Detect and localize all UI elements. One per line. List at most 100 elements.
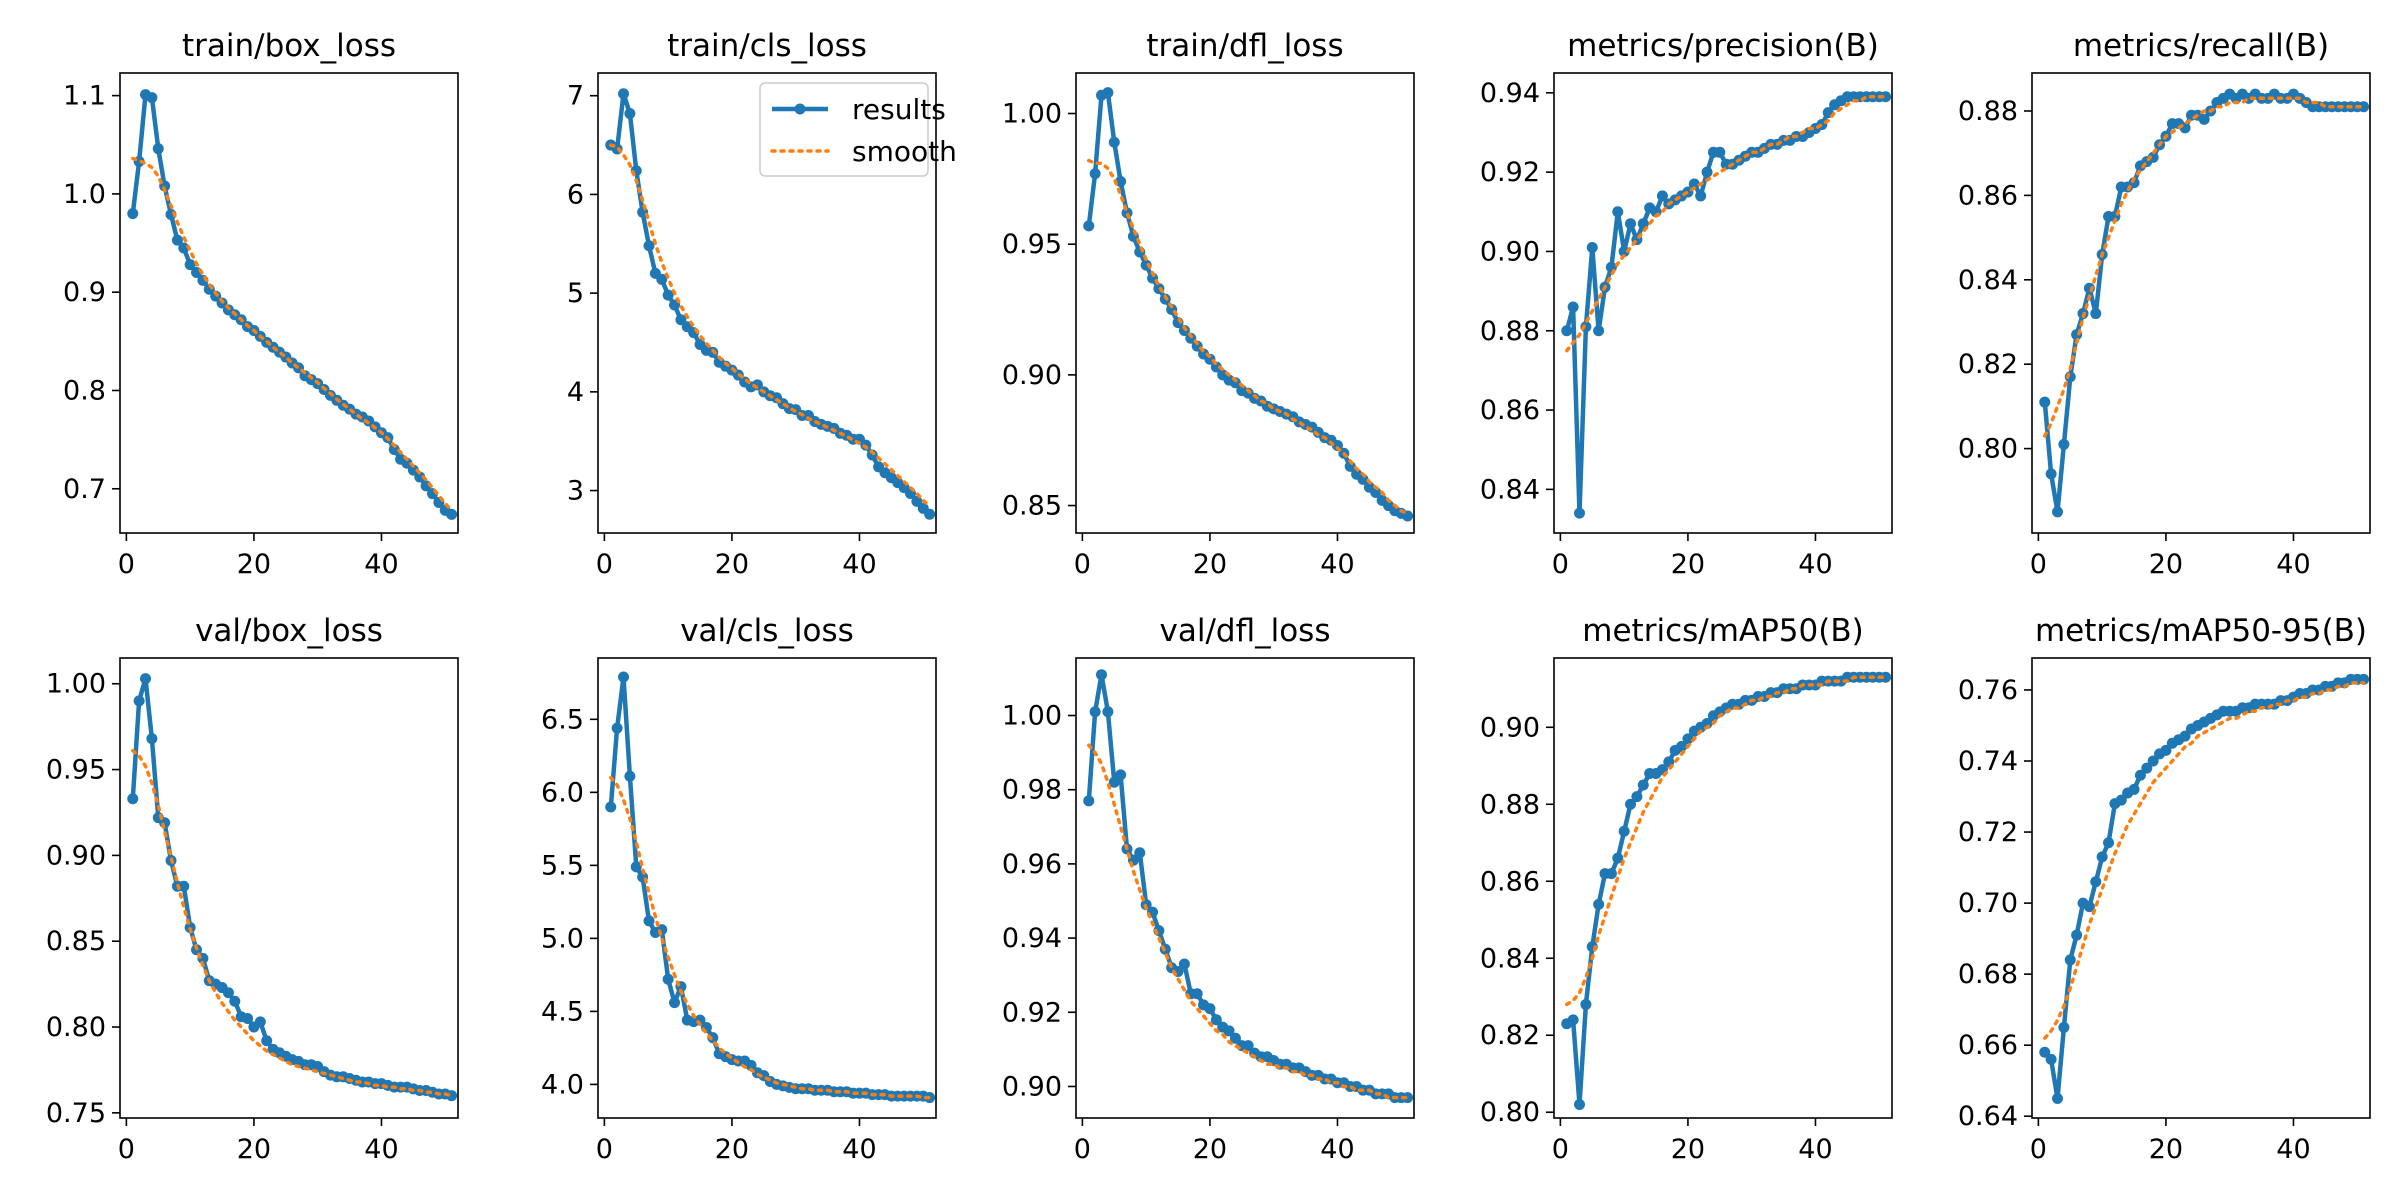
results-point	[2358, 101, 2370, 113]
results-point	[254, 1016, 266, 1028]
series-line-smooth	[1565, 675, 1888, 1007]
results-point	[1625, 798, 1637, 810]
series-line-results	[2042, 91, 2364, 515]
results-point	[1593, 898, 1605, 910]
results-point	[605, 801, 617, 813]
results-point	[2141, 762, 2153, 774]
results-point	[611, 722, 623, 734]
y-tick-label: 0.68	[1958, 959, 2018, 990]
results-markers	[605, 671, 936, 1104]
results-point	[1880, 671, 1892, 683]
results-point	[1089, 706, 1101, 718]
x-tick-label: 0	[1552, 549, 1569, 580]
results-point	[242, 1012, 254, 1024]
panel-title: train/cls_loss	[667, 28, 867, 64]
y-tick-label: 0.85	[46, 926, 106, 957]
results-point	[1695, 190, 1707, 202]
results-point	[924, 508, 936, 520]
results-point	[2090, 308, 2102, 320]
x-tick-label: 40	[364, 1134, 398, 1165]
y-tick-label: 0.90	[1002, 360, 1062, 391]
legend-marker-results	[794, 103, 806, 115]
results-point	[1102, 706, 1114, 718]
results-point	[171, 234, 183, 246]
results-point	[2039, 1046, 2051, 1058]
results-point	[1676, 741, 1688, 753]
plot-frame	[597, 657, 937, 1119]
results-point	[911, 495, 923, 507]
results-point	[229, 995, 241, 1007]
panel-title: metrics/precision(B)	[1567, 28, 1879, 64]
y-tick-label: 0.86	[1958, 180, 2018, 211]
results-point	[2064, 954, 2076, 966]
results-point	[2160, 744, 2172, 756]
y-tick-label: 0.98	[1002, 775, 1062, 806]
results-point	[2090, 876, 2102, 888]
y-tick-label: 3	[567, 476, 584, 507]
results-point	[1612, 206, 1624, 218]
x-tick-label: 20	[1671, 549, 1705, 580]
results-point	[1108, 776, 1120, 788]
y-tick-label: 5.0	[541, 923, 584, 954]
results-point	[2147, 151, 2159, 163]
results-point	[1580, 998, 1592, 1010]
series-line-smooth	[131, 748, 454, 1098]
results-point	[1701, 166, 1713, 178]
x-tick-label: 0	[118, 549, 135, 580]
results-point	[1612, 852, 1624, 864]
results-point	[2039, 396, 2051, 408]
results-markers	[2039, 673, 2370, 1104]
x-tick-label: 0	[118, 1134, 135, 1165]
y-tick-label: 0.90	[1480, 236, 1540, 267]
y-tick-label: 0.90	[1480, 712, 1540, 743]
results-point	[662, 973, 674, 985]
results-point	[2052, 1092, 2064, 1104]
y-tick-label: 6.0	[541, 777, 584, 808]
x-tick-label: 0	[1074, 549, 1091, 580]
plot-frame	[1075, 72, 1415, 534]
y-tick-label: 0.72	[1958, 817, 2018, 848]
y-tick-label: 0.92	[1002, 997, 1062, 1028]
results-point	[2083, 901, 2095, 913]
series-line-smooth	[1565, 95, 1888, 353]
results-point	[133, 695, 145, 707]
results-point	[152, 143, 164, 155]
x-tick-label: 0	[2030, 1134, 2047, 1165]
results-point	[1682, 733, 1694, 745]
results-markers	[1561, 671, 1892, 1111]
y-tick-label: 0.80	[1480, 1097, 1540, 1128]
results-point	[2071, 929, 2083, 941]
panel-val-box-loss: val/box_loss 0.75 0.80 0.85 0.90 0.95 1.00 0 20 4…	[46, 613, 459, 1165]
panel-title: metrics/mAP50(B)	[1582, 613, 1863, 649]
x-tick-label: 40	[1320, 549, 1354, 580]
results-point	[222, 987, 234, 999]
results-point	[1089, 168, 1101, 180]
y-tick-label: 1.1	[63, 81, 106, 112]
y-tick-label: 0.88	[1480, 316, 1540, 347]
y-tick-label: 0.85	[1002, 491, 1062, 522]
plot-frame	[119, 72, 459, 534]
y-tick-label: 1.0	[63, 179, 106, 210]
results-point	[140, 673, 152, 685]
y-tick-label: 0.80	[1958, 434, 2018, 465]
results-point	[2128, 783, 2140, 795]
x-tick-label: 40	[1798, 1134, 1832, 1165]
legend-label-results: results	[852, 93, 946, 126]
y-tick-label: 0.94	[1002, 923, 1062, 954]
results-point	[1402, 1092, 1414, 1104]
results-point	[1210, 361, 1222, 373]
results-point	[146, 733, 158, 745]
series-line-results	[2043, 677, 2364, 1101]
y-tick-label: 0.70	[1958, 888, 2018, 919]
results-markers	[1083, 669, 1414, 1104]
results-point	[1370, 486, 1382, 498]
panel-metrics-map50-95-b: metrics/mAP50-95(B) 0.64 0.66 0.68 0.70 0.72 0…	[1958, 613, 2371, 1165]
results-point	[1586, 241, 1598, 253]
y-tick-label: 0.7	[63, 474, 106, 505]
results-point	[745, 1059, 757, 1071]
results-point	[2058, 1021, 2070, 1033]
x-tick-label: 20	[715, 549, 749, 580]
legend: results smooth	[759, 82, 957, 177]
results-markers	[2039, 88, 2370, 518]
